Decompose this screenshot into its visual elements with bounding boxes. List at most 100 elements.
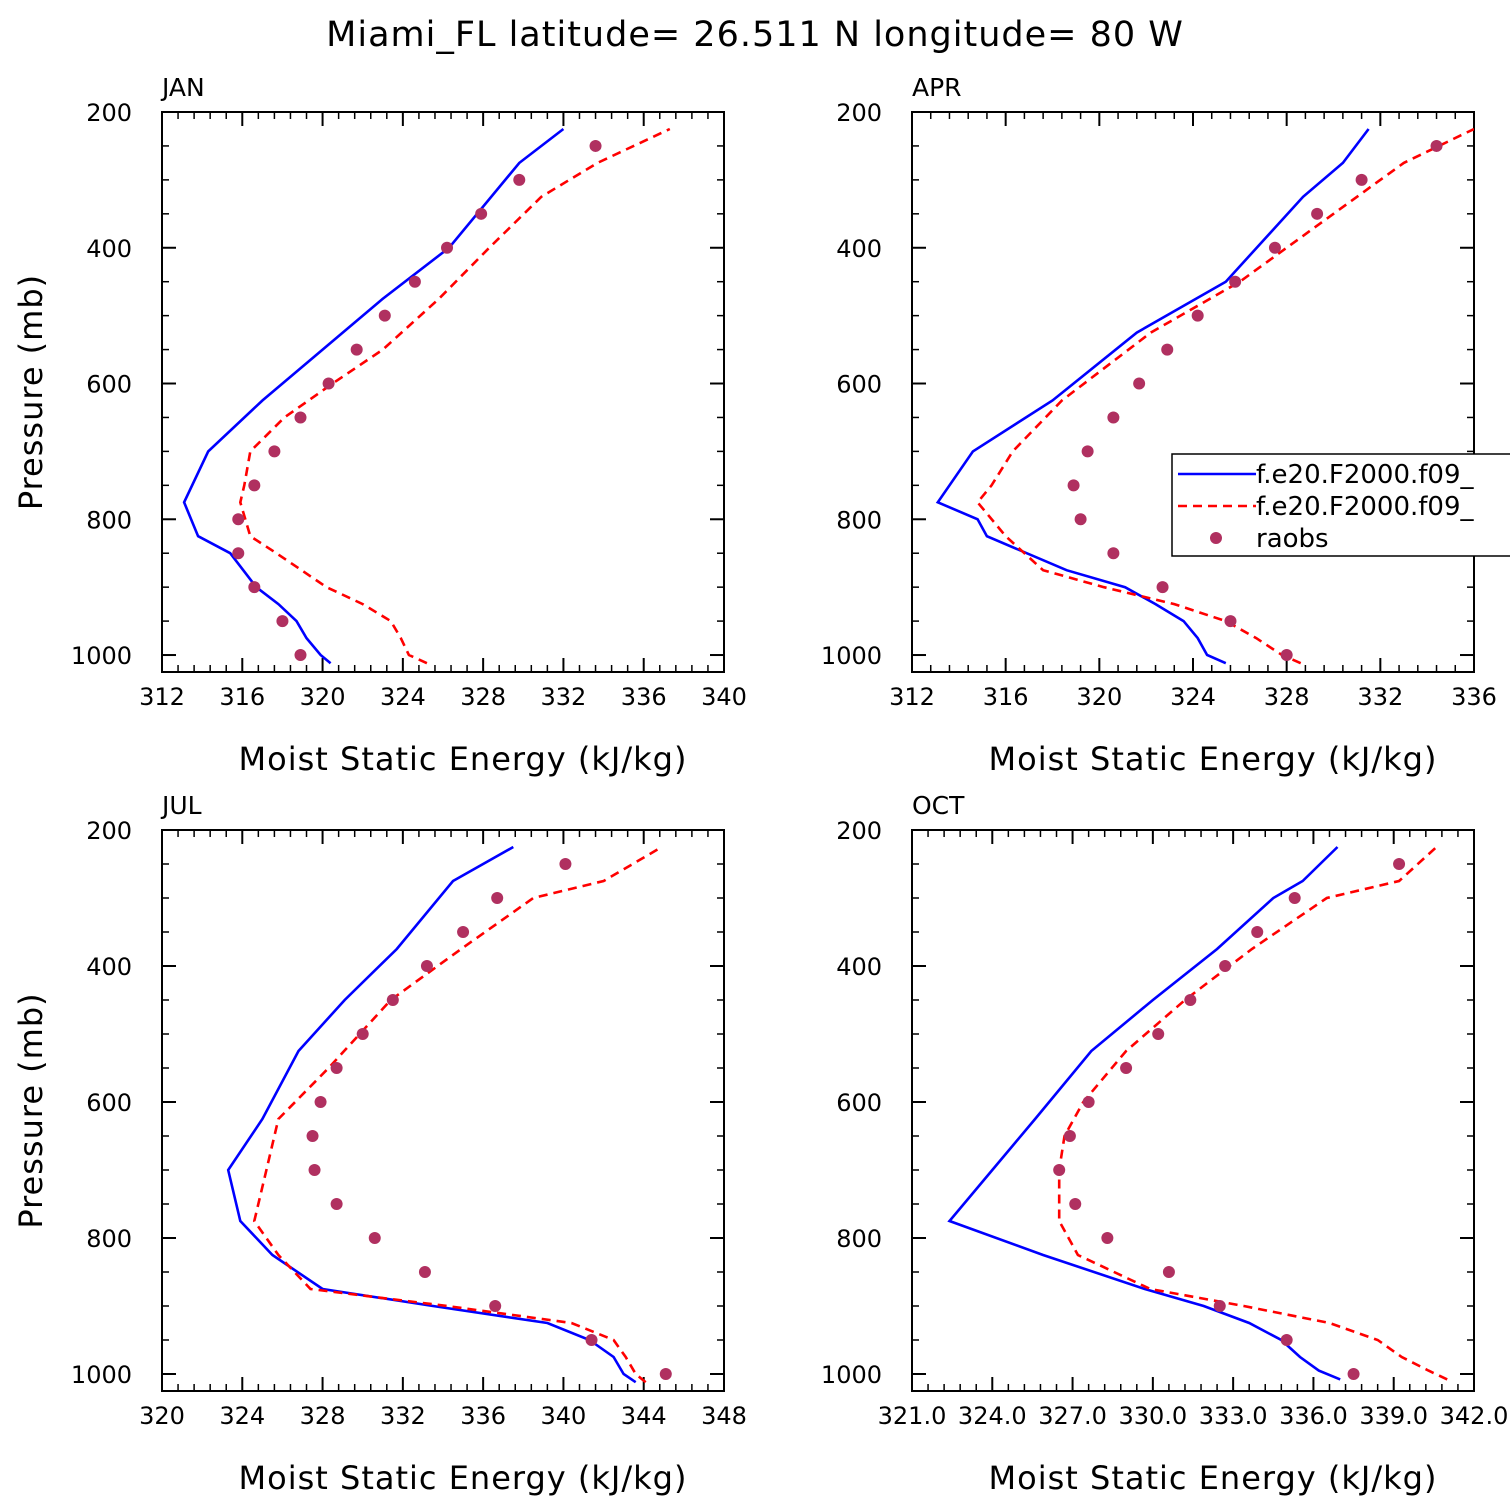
raobs-point: [659, 1368, 672, 1380]
raobs-point: [306, 1130, 319, 1142]
solid-series-line: [182, 127, 565, 665]
raobs-point: [330, 1198, 343, 1210]
raobs-point: [232, 513, 245, 526]
raobs-point: [1152, 1028, 1165, 1040]
raobs-point: [330, 1062, 343, 1074]
raobs-point: [1251, 926, 1264, 938]
x-tick-label: 332: [380, 1402, 426, 1430]
raobs-point: [1268, 241, 1281, 254]
raobs-point: [441, 241, 454, 254]
raobs-point: [294, 649, 307, 662]
raobs-point: [368, 1232, 381, 1244]
y-tick-label: 200: [836, 817, 882, 845]
raobs-point: [350, 343, 363, 356]
series-group: [935, 127, 1474, 665]
legend-label: f.e20.F2000.f09_: [1256, 492, 1474, 522]
y-tick-label: 400: [836, 235, 882, 263]
raobs-point: [1107, 411, 1120, 424]
raobs-point: [1156, 581, 1169, 594]
raobs-point: [386, 994, 399, 1006]
x-axis-label: Moist Static Energy (kJ/kg): [239, 1459, 688, 1497]
panel-title: APR: [912, 73, 962, 102]
raobs-point: [408, 275, 421, 288]
dashed-series-line: [1057, 846, 1448, 1381]
raobs-point: [489, 1300, 502, 1312]
raobs-point: [276, 615, 289, 628]
x-axis-label: Moist Static Energy (kJ/kg): [989, 1459, 1438, 1497]
y-tick-label: 400: [836, 953, 882, 981]
y-tick-label: 1000: [821, 642, 882, 670]
dashed-series-line: [975, 127, 1474, 665]
plot-frame: [161, 111, 725, 673]
raobs-point: [1162, 1266, 1175, 1278]
x-tick-label: 321.0: [878, 1402, 947, 1430]
raobs-point: [1191, 309, 1204, 322]
raobs-point: [418, 1266, 431, 1278]
ticks: [911, 111, 1475, 672]
y-tick-label: 600: [86, 1089, 132, 1117]
raobs-point: [1161, 343, 1174, 356]
raobs-point: [248, 581, 261, 594]
dashed-series-line: [238, 127, 671, 665]
raobs-point: [268, 445, 281, 458]
raobs-point: [1184, 994, 1197, 1006]
raobs-point: [559, 858, 572, 870]
raobs-point: [1311, 207, 1324, 220]
panel-title: OCT: [912, 791, 965, 820]
raobs-point: [589, 139, 602, 152]
x-tick-label: 332: [541, 683, 587, 711]
legend: f.e20.F2000.f09_f.e20.F2000.f09_raobs: [1171, 453, 1510, 557]
legend-label: raobs: [1256, 524, 1329, 554]
raobs-point: [322, 377, 335, 390]
y-tick-label: 400: [86, 953, 132, 981]
raobs-point: [294, 411, 307, 424]
raobs-point: [232, 547, 245, 560]
panel-jul: JUL 320 324 328 332 336 340 344 348 200 400 600 800 1…: [12, 791, 747, 1497]
y-tick-label: 800: [86, 1225, 132, 1253]
plot-frame: [161, 829, 725, 1392]
x-tick-label: 342.0: [1440, 1402, 1509, 1430]
series-group: [182, 127, 671, 665]
raobs-point: [1082, 1096, 1095, 1108]
x-tick-label: 327.0: [1038, 1402, 1107, 1430]
solid-series-line: [226, 845, 637, 1384]
x-tick-label: 328: [460, 683, 506, 711]
x-tick-label: 312: [889, 683, 935, 711]
solid-series-line: [947, 846, 1341, 1381]
raobs-point: [1355, 173, 1368, 186]
dashed-series-line: [252, 845, 663, 1384]
x-tick-label: 339.0: [1359, 1402, 1428, 1430]
raobs-point: [491, 892, 504, 904]
panel-title: JAN: [160, 73, 205, 102]
panel-apr: APR 312 316 320 324 328 332 336 200 400 600 800 1000…: [821, 73, 1497, 778]
panel-oct: OCT 321.0 324.0 327.0 330.0 333.0 336.0 339.0 34…: [821, 791, 1508, 1497]
raobs-point: [1430, 139, 1443, 152]
x-tick-label: 324: [380, 683, 426, 711]
raobs-point: [1053, 1164, 1066, 1176]
ticks: [161, 829, 725, 1391]
y-tick-label: 600: [836, 1089, 882, 1117]
x-tick-label: 340: [541, 1402, 587, 1430]
series-group: [226, 845, 672, 1384]
raobs-point: [1229, 275, 1242, 288]
legend-marker: [1210, 532, 1222, 544]
x-tick-label: 324: [219, 1402, 265, 1430]
raobs-point: [585, 1334, 598, 1346]
raobs-point: [308, 1164, 321, 1176]
y-tick-label: 1000: [71, 1361, 132, 1389]
x-tick-label: 312: [139, 683, 185, 711]
x-tick-label: 340: [701, 683, 747, 711]
raobs-point: [1280, 649, 1293, 662]
raobs-point: [1120, 1062, 1133, 1074]
y-tick-label: 800: [836, 506, 882, 534]
x-tick-label: 324: [1170, 683, 1216, 711]
y-tick-label: 200: [86, 99, 132, 127]
raobs-point: [1347, 1368, 1360, 1380]
raobs-point: [1063, 1130, 1076, 1142]
y-axis-label: Pressure (mb): [12, 992, 50, 1228]
raobs-point: [1081, 445, 1094, 458]
y-tick-label: 1000: [71, 642, 132, 670]
raobs-point: [1069, 1198, 1082, 1210]
raobs-point: [314, 1096, 327, 1108]
